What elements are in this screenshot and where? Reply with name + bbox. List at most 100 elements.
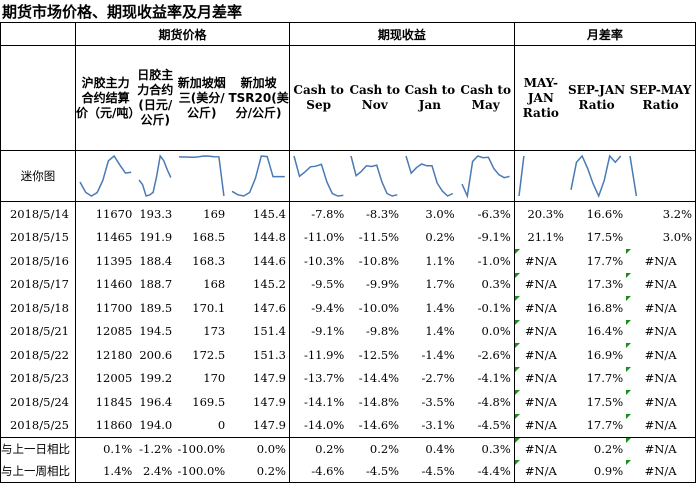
date-header xyxy=(0,45,76,151)
cell-sep-may: #N/A xyxy=(626,319,696,343)
compare-cash-may: -4.4% xyxy=(457,460,515,483)
comparison-label: 与上一周相比 xyxy=(0,460,76,483)
sparkline-chart xyxy=(405,155,454,197)
cell-sep-jan: 17.7% xyxy=(586,371,624,386)
cell-may-jan: #N/A xyxy=(514,249,567,273)
spreadsheet: 期货价格 期现收益 月差率 沪胶主力合约结算价（元/吨） 日胶主力合约(日元/公… xyxy=(0,22,696,483)
cell-sep-may: 3.0% xyxy=(626,225,696,249)
cell-cash-may: -2.6% xyxy=(457,343,515,367)
cell-shfe-settle: 12005 xyxy=(95,371,133,386)
cell-sgx-tsr20: 144.6 xyxy=(228,249,290,273)
comparison-row: 与上一日相比 0.1% -1.2% -100.0% 0.0% 0.2% 0.2% 0.4% 0.… xyxy=(0,437,696,461)
cell-cash-may: -4.1% xyxy=(457,366,515,390)
cell-tocom: 191.9 xyxy=(139,230,173,245)
cell-sep-may: #N/A xyxy=(626,390,696,414)
compare-sgx-rss3: -100.0% xyxy=(175,460,229,483)
sparkline-series xyxy=(405,155,454,197)
sparkline-sep-jan xyxy=(566,150,627,202)
data-table: 期货价格 期现收益 月差率 沪胶主力合约结算价（元/吨） 日胶主力合约(日元/公… xyxy=(0,22,696,483)
cell-cash-sep: -11.0% xyxy=(303,230,345,245)
cell-cash-nov: -8.3% xyxy=(366,206,400,221)
table-row: 2018/5/16 11395 188.4 168.3 144.6 -10.3% -10.8… xyxy=(0,249,696,273)
compare-sep-may: #N/A xyxy=(626,460,696,483)
cell-cash-may: 0.0% xyxy=(457,319,515,343)
row-date: 2018/5/25 xyxy=(0,413,76,438)
compare-tocom: -1.2% xyxy=(139,442,173,456)
cell-sgx-rss3: 173 xyxy=(203,324,226,339)
group-futures: 期货价格 xyxy=(75,22,290,46)
cell-sgx-rss3: 0 xyxy=(175,413,229,438)
cell-may-jan: #N/A xyxy=(514,343,567,367)
cell-shfe-settle: 11465 xyxy=(95,230,133,245)
cell-may-jan: #N/A xyxy=(514,319,567,344)
header-sep-jan: SEP-JAN Ratio xyxy=(566,45,627,151)
cell-may-jan: #N/A xyxy=(514,296,567,320)
compare-sgx-tsr20: 0.2% xyxy=(228,460,290,483)
header-may-jan: MAY-JAN Ratio xyxy=(514,45,567,151)
cell-tocom: 196.4 xyxy=(139,394,173,409)
header-sep-may: SEP-MAY Ratio xyxy=(626,45,696,151)
header-tocom: 日胶主力合约(日元/公斤) xyxy=(135,45,176,151)
sparkline-cash-nov xyxy=(347,150,403,202)
page-title: 期货市场价格、期现收益率及月差率 xyxy=(2,3,243,21)
sparkline-series xyxy=(179,155,225,197)
cell-cash-nov: -11.5% xyxy=(358,230,400,245)
cell-sgx-rss3: 170 xyxy=(203,371,226,386)
header-cash-nov: Cash to Nov xyxy=(347,45,403,151)
row-date: 2018/5/24 xyxy=(0,390,76,414)
cell-sep-may: #N/A xyxy=(626,249,696,273)
header-shfe-settle: 沪胶主力合约结算价（元/吨） xyxy=(75,45,136,151)
cell-sgx-rss3: 169.5 xyxy=(192,394,226,409)
cell-shfe-settle: 11860 xyxy=(75,413,136,438)
cell-sep-jan: 16.4% xyxy=(586,324,624,339)
compare-may-jan: #N/A xyxy=(514,460,567,483)
compare-cash-nov: -4.5% xyxy=(347,460,403,483)
cell-may-jan: #N/A xyxy=(514,390,567,414)
table-row: 2018/5/14 11670 193.3 169 145.4 -7.8% -8.3% 3.0… xyxy=(0,201,696,226)
cell-sgx-tsr20: 147.9 xyxy=(228,390,290,414)
sparkline-tocom xyxy=(135,150,176,202)
row-date: 2018/5/23 xyxy=(0,366,76,390)
sparkline-row: 迷你图 xyxy=(0,150,696,202)
table-row: 2018/5/25 11860 194.0 0 147.9 -14.0% -14.6% -3.… xyxy=(0,413,696,438)
compare-cash-sep: 0.2% xyxy=(315,442,345,456)
cell-sep-jan: 16.6% xyxy=(586,206,624,221)
cell-tocom: 194.0 xyxy=(135,413,176,438)
compare-cash-may: 0.3% xyxy=(457,437,515,460)
cell-sgx-rss3: 170.1 xyxy=(192,300,226,315)
sparkline-series xyxy=(293,155,344,197)
sparkline-series xyxy=(518,155,525,197)
compare-cash-nov: 0.2% xyxy=(369,442,400,456)
cell-sep-may: #N/A xyxy=(626,366,696,390)
row-date: 2018/5/18 xyxy=(0,296,76,320)
corner-cell xyxy=(0,22,76,46)
cell-cash-jan: -3.1% xyxy=(402,413,458,438)
cell-shfe-settle: 12085 xyxy=(95,324,133,339)
cell-may-jan: 21.1% xyxy=(527,230,564,245)
sparkline-series xyxy=(231,155,286,197)
cell-sep-may: #N/A xyxy=(626,296,696,320)
cell-cash-may: -4.8% xyxy=(457,390,515,414)
cell-cash-may: 0.3% xyxy=(457,272,515,296)
cell-sgx-tsr20: 147.6 xyxy=(228,296,290,320)
compare-cash-jan: -4.5% xyxy=(402,460,458,483)
cell-cash-may: -1.0% xyxy=(457,249,515,273)
cell-cash-nov: -14.4% xyxy=(358,371,400,386)
table-row: 2018/5/17 11460 188.7 168 145.2 -9.5% -9.9% 1.7… xyxy=(0,272,696,296)
cell-sep-may: 3.2% xyxy=(626,201,696,226)
table-row: 2018/5/18 11700 189.5 170.1 147.6 -9.4% -10.0%… xyxy=(0,296,696,320)
compare-may-jan: #N/A xyxy=(514,437,567,461)
sparkline-series xyxy=(138,154,172,197)
cell-cash-may: -0.1% xyxy=(457,296,515,320)
sparkline-series xyxy=(570,154,622,198)
sparkline-sgx-tsr20 xyxy=(228,150,290,202)
cell-cash-sep: -13.7% xyxy=(303,371,345,386)
sparkline-cash-sep xyxy=(289,150,348,202)
cell-cash-nov: -10.0% xyxy=(358,300,400,315)
group-header-row: 期货价格 期现收益 月差率 xyxy=(0,22,696,46)
sparkline-chart xyxy=(179,155,225,197)
table-row: 2018/5/21 12085 194.5 173 151.4 -9.1% -9.8% 1.4… xyxy=(0,319,696,344)
cell-sep-jan: 17.7% xyxy=(566,413,627,438)
cell-may-jan: 20.3% xyxy=(527,206,564,221)
cell-sgx-tsr20: 151.4 xyxy=(228,319,290,343)
